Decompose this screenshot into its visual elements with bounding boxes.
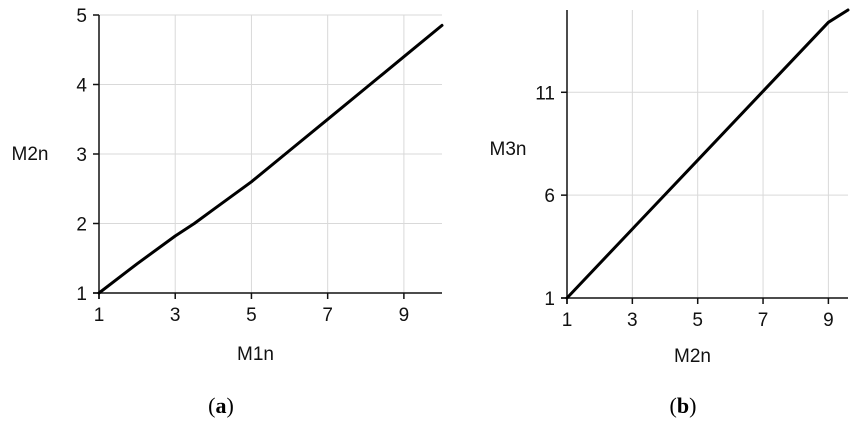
x-tick-label: 7 xyxy=(322,305,333,326)
x-tick-label: 9 xyxy=(399,305,410,326)
y-axis-title: M3n xyxy=(490,139,527,160)
y-tick-label: 1 xyxy=(544,289,555,310)
caption-b: (b) xyxy=(670,393,697,418)
caption-a: (a) xyxy=(208,393,234,418)
series-line xyxy=(97,23,444,295)
y-tick-label: 6 xyxy=(544,186,555,207)
series-line xyxy=(565,8,850,300)
x-axis-title: M1n xyxy=(237,344,274,365)
y-tick-label: 2 xyxy=(76,215,87,236)
chart-b: 1 3 5 7 9 1 6 11 M2n M3n xyxy=(490,8,850,367)
x-tick-label: 5 xyxy=(246,305,257,326)
x-tick-label: 5 xyxy=(692,310,703,331)
x-tick-label: 9 xyxy=(823,310,834,331)
x-tick-label: 3 xyxy=(170,305,181,326)
x-tick-label: 1 xyxy=(562,310,573,331)
chart-a: 1 3 5 7 9 1 2 3 4 5 M1n M2n xyxy=(12,6,444,365)
y-tick-label: 4 xyxy=(76,76,87,97)
y-axis-title: M2n xyxy=(12,144,49,165)
y-tick-label: 11 xyxy=(535,83,555,104)
x-axis-title: M2n xyxy=(674,346,711,367)
y-tick-label: 1 xyxy=(76,284,87,305)
x-tick-label: 3 xyxy=(627,310,638,331)
y-tick-label: 3 xyxy=(76,145,87,166)
x-tick-label: 1 xyxy=(94,305,105,326)
x-tick-label: 7 xyxy=(758,310,769,331)
y-tick-label: 5 xyxy=(76,6,87,27)
